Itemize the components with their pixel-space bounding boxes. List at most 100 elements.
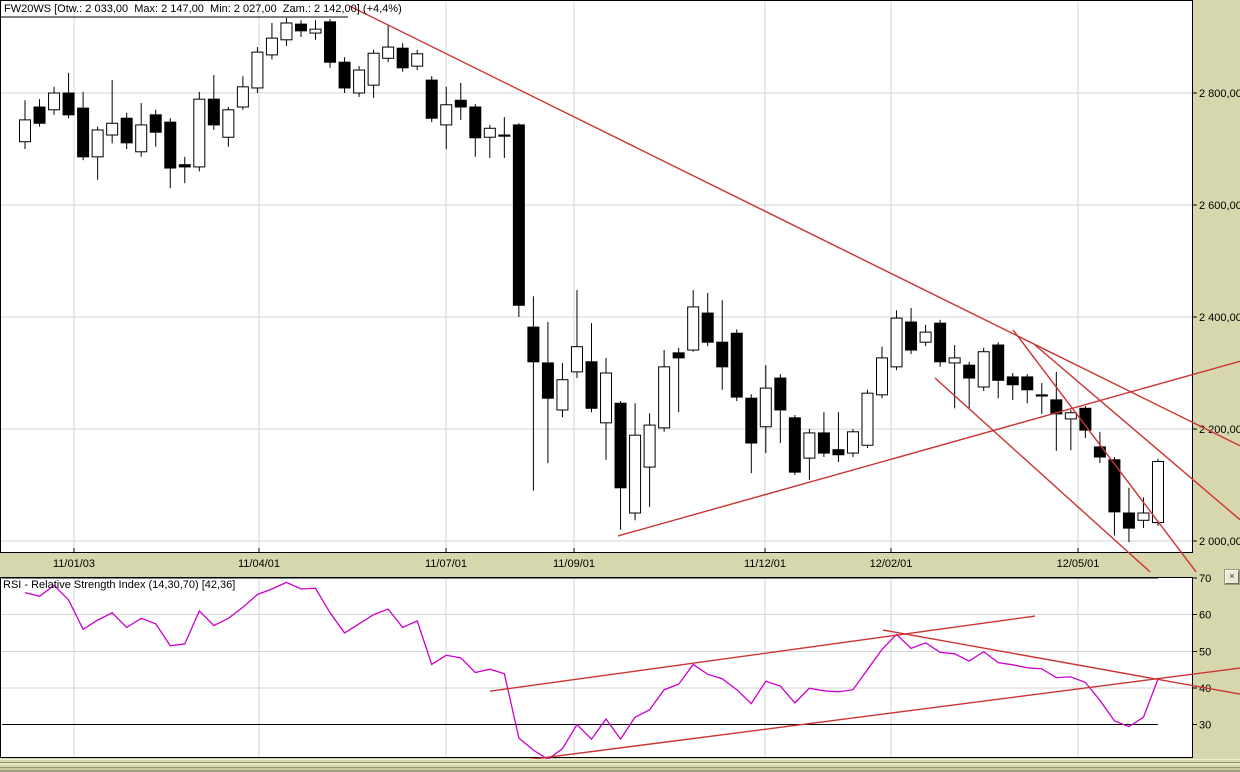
price-pane-border [0,0,1193,553]
rsi-line [24,581,1159,761]
rsi-pane-title: RSI - Relative Strength Index (14,30,70)… [3,579,236,591]
candle-down [33,106,46,124]
bottom-splitter-band [0,759,1240,760]
candle-down [1006,376,1019,386]
candle-down [817,432,830,454]
price-pane-area[interactable] [0,0,1193,553]
candle-up [19,119,31,143]
candle-down [585,361,598,409]
candle-down [396,47,409,69]
bottom-edge [0,770,1240,772]
candle-down [498,134,511,137]
bottom-splitter-band [0,763,1240,765]
candle-down [1108,459,1121,513]
candle-up [977,351,990,388]
candle-up [236,86,249,108]
candle-down [1035,394,1048,397]
candle-up [91,129,104,158]
candle-down [338,61,351,89]
candle-up [759,387,772,428]
candle-up [803,432,816,459]
candle-down [149,114,162,133]
candle-up [48,92,61,111]
candle-down [1050,399,1063,415]
candle-up [629,434,642,514]
candle-down [730,332,743,398]
rsi-pane-border [0,577,1193,758]
price-axis-label: 2 000,00 [1199,536,1240,548]
candle-down [425,79,438,119]
bottom-splitter-band [0,762,1240,763]
candle-up [280,22,293,41]
price-trendline[interactable] [934,377,1151,573]
candle-up [948,357,961,364]
candle-up [1137,512,1150,521]
rsi-trendline[interactable] [511,667,1240,763]
candle-down [774,377,787,411]
candle-down [745,397,758,444]
candle-down [905,321,918,351]
date-axis-label: 12/05/01 [1057,558,1100,570]
rsi-axis-label: 30 [1199,720,1211,732]
candle-down [77,107,90,158]
price-axis-label: 2 200,00 [1199,424,1240,436]
candle-down [992,344,1005,381]
candle-down [716,341,729,368]
candle-up [106,122,119,136]
date-axis-label: 11/12/01 [744,558,786,570]
candle-up [382,46,395,59]
candle-down [1122,512,1135,529]
candle-up [876,357,889,396]
date-axis-label: 12/02/01 [870,558,913,570]
candle-up [1064,412,1077,420]
candle-up [367,52,380,86]
date-axis-label: 11/09/01 [553,558,595,570]
candle-down [178,164,191,168]
rsi-axis-label: 40 [1199,683,1211,695]
candle-down [701,312,714,343]
candle-down [512,124,525,306]
bottom-splitter-band [0,765,1240,767]
candle-up [411,53,424,67]
candle-up [309,28,322,34]
candle-up [135,124,148,153]
rsi-pane-area[interactable] [0,577,1193,758]
price-trendline[interactable] [1034,344,1240,521]
candle-up [193,98,206,168]
candle-up [919,331,932,343]
date-axis-label: 11/07/01 [425,558,467,570]
candle-down [934,322,947,363]
candle-up [861,392,874,446]
candle-up [687,306,700,351]
candle-up [600,372,613,424]
rsi-close-button[interactable]: × [1225,570,1239,584]
candle-down [832,449,845,456]
candle-down [324,21,337,63]
candle-down [62,92,75,116]
candle-up [483,127,496,138]
price-trendline[interactable] [349,5,1240,447]
candle-up [265,37,278,56]
rsi-trendline[interactable] [882,629,1240,695]
candle-up [556,379,569,411]
price-axis-label: 2 600,00 [1199,200,1240,212]
candle-up [222,109,235,138]
candle-down [164,121,177,169]
candle-up [643,424,656,468]
candle-down [454,99,467,108]
candle-down [120,117,133,144]
candle-down [469,106,482,139]
date-axis-label: 11/04/01 [238,558,280,570]
candle-up [440,104,453,126]
rsi-trendline[interactable] [489,615,1036,692]
candle-down [207,98,220,126]
price-axis-label: 2 800,00 [1199,88,1240,100]
price-trendline[interactable] [617,360,1240,537]
candle-down [963,364,976,379]
candle-down [294,23,307,32]
candle-up [353,69,366,94]
price-trendline[interactable] [1012,329,1197,573]
rsi-axis-label: 70 [1199,573,1211,585]
